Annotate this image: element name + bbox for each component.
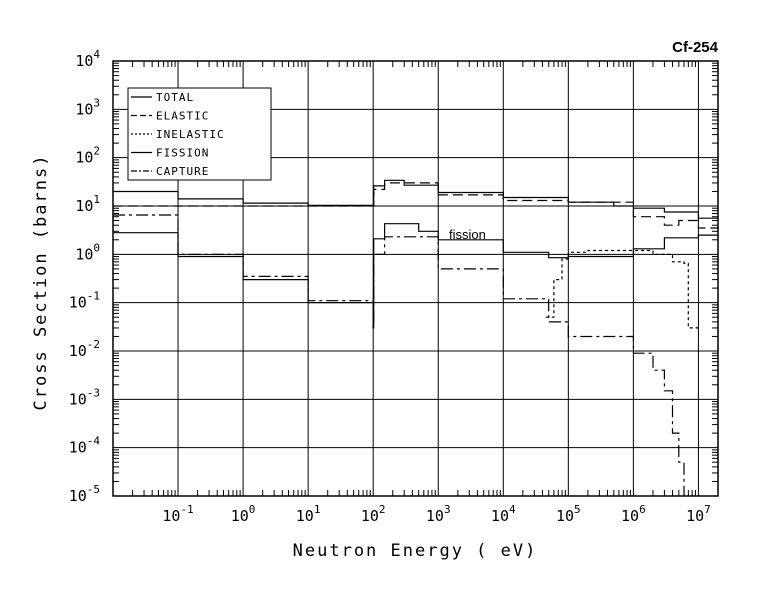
y-tick-label: 102 [75,145,100,167]
x-tick-label: 104 [491,503,516,525]
x-tick-base: 10 [426,507,444,525]
x-tick-label: 105 [556,503,581,525]
y-tick-label: 10-2 [69,338,100,360]
y-tick-label: 103 [75,96,100,118]
y-tick-exponent: 4 [93,48,100,61]
y-tick-base: 10 [69,439,87,457]
y-tick-base: 10 [75,149,93,167]
x-tick-exponent: 5 [574,503,581,516]
series-inelastic-line [545,249,699,329]
x-tick-base: 10 [361,507,379,525]
y-tick-exponent: 0 [93,241,100,254]
series-total-line [113,179,719,219]
x-tick-label: 107 [686,503,711,525]
legend-label-inelastic: INELASTIC [156,128,225,141]
y-tick-exponent: -2 [87,338,100,351]
fission-annotation: fission [449,227,486,242]
legend-label-fission: FISSION [156,147,209,160]
y-tick-base: 10 [75,100,93,118]
y-axis-title: Cross Section (barns) [31,154,51,411]
x-tick-exponent: 1 [314,503,321,516]
y-tick-exponent: -4 [87,435,101,448]
y-tick-base: 10 [75,245,93,263]
x-tick-label: 106 [621,503,646,525]
series-capture-line [113,214,685,496]
x-tick-label: 101 [296,503,321,525]
series-elastic-line [113,182,719,236]
x-tick-exponent: 6 [639,503,646,516]
x-tick-exponent: 7 [704,503,711,516]
y-tick-exponent: -1 [87,290,100,303]
x-tick-base: 10 [162,507,180,525]
y-tick-label: 100 [75,241,100,263]
series-lines [113,179,719,496]
y-tick-base: 10 [69,294,87,312]
x-tick-exponent: 0 [249,503,256,516]
legend: TOTAL ELASTIC INELASTIC FISSION CAPTURE [127,87,272,181]
y-tick-exponent: -5 [87,483,100,496]
y-tick-base: 10 [69,487,87,505]
x-tick-exponent: 4 [509,503,516,516]
y-tick-base: 10 [75,197,93,215]
plot-frame [112,60,719,497]
y-tick-base: 10 [69,390,87,408]
legend-label-capture: CAPTURE [156,165,209,178]
y-tick-base: 10 [69,342,87,360]
x-tick-exponent: 3 [444,503,451,516]
y-tick-exponent: -3 [87,386,100,399]
y-tick-label: 10-5 [69,483,100,505]
x-tick-base: 10 [231,507,249,525]
x-tick-base: 10 [686,507,704,525]
y-tick-label: 10-1 [69,290,100,312]
axis-ticks [113,61,718,496]
y-tick-label: 101 [75,193,100,215]
y-tick-label: 10-3 [69,386,100,408]
y-tick-exponent: 1 [93,193,100,206]
x-tick-label: 100 [231,503,256,525]
x-tick-base: 10 [491,507,509,525]
x-tick-base: 10 [296,507,314,525]
x-tick-label: 102 [361,503,386,525]
y-tick-base: 10 [75,52,93,70]
x-tick-label: 10-1 [162,503,193,525]
axis-tick-labels: 10-1 100 101 102 103 104 105 106 107104103102101… [69,48,711,525]
x-tick-base: 10 [556,507,574,525]
legend-label-total: TOTAL [156,91,194,104]
x-tick-exponent: 2 [379,503,386,516]
chart-title: Cf-254 [672,39,719,56]
y-tick-exponent: 2 [93,145,100,158]
y-tick-label: 10-4 [69,435,101,457]
series-fission-line [113,223,719,329]
y-tick-exponent: 3 [93,96,100,109]
y-tick-label: 104 [75,48,100,70]
x-tick-label: 103 [426,503,451,525]
x-axis-title: Neutron Energy ( eV) [293,541,538,561]
legend-label-elastic: ELASTIC [156,110,209,123]
x-tick-exponent: -1 [180,503,193,516]
x-tick-base: 10 [621,507,639,525]
